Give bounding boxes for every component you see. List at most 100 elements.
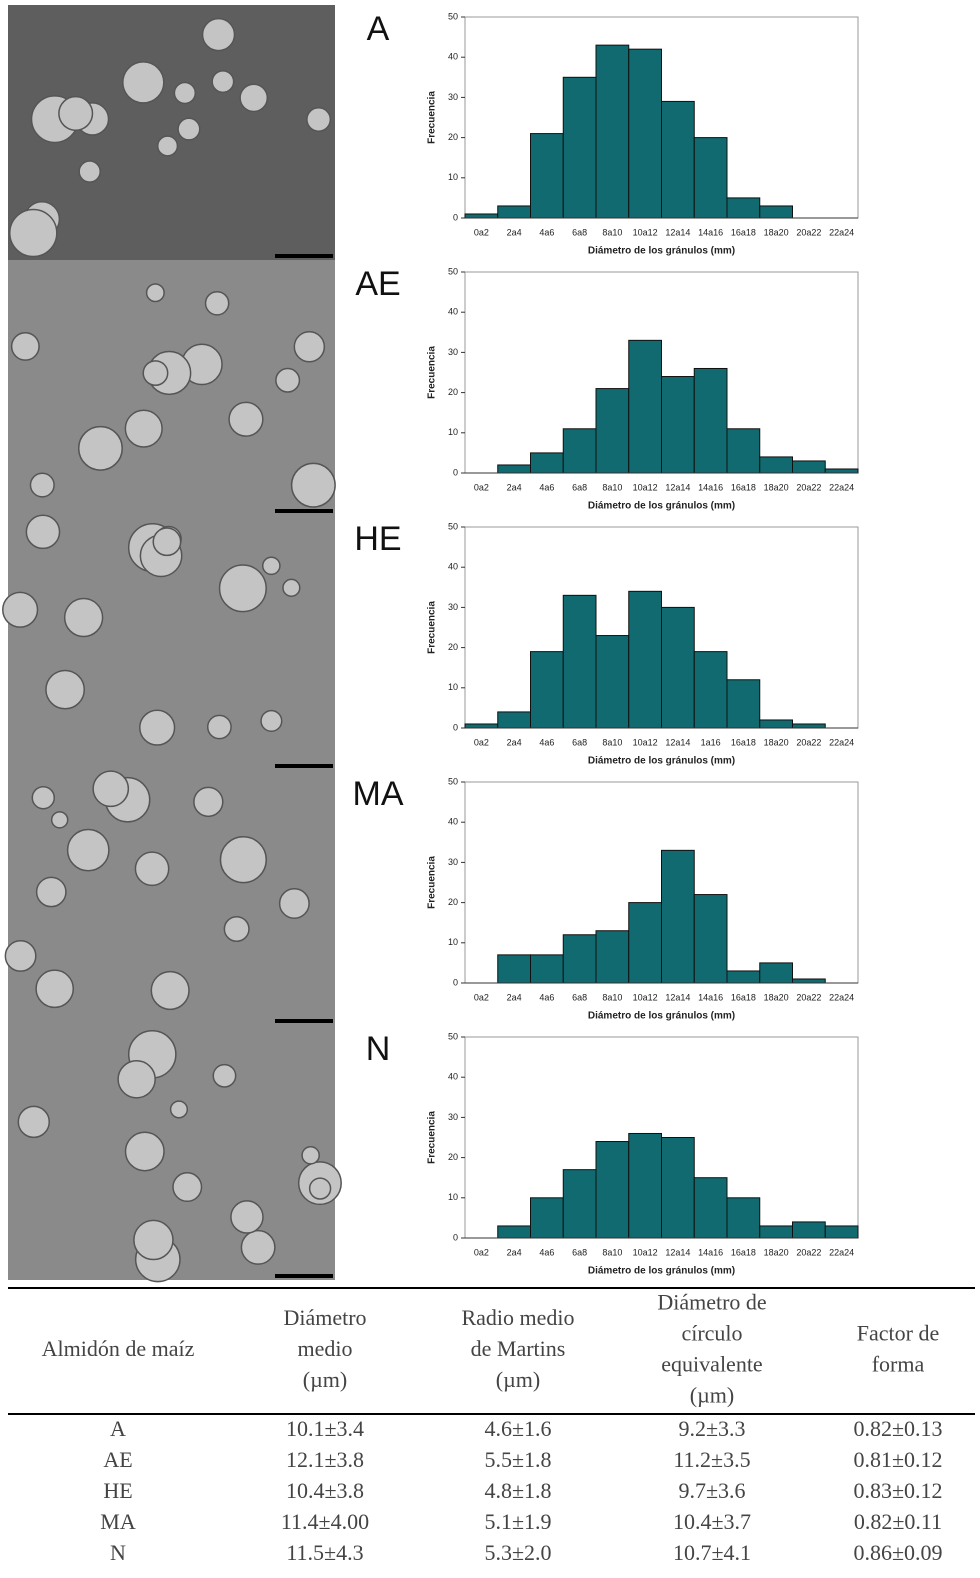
- x-tick-label: 6a8: [572, 482, 587, 492]
- bar: [726, 197, 761, 219]
- granule: [9, 208, 58, 258]
- table-cell: 11.4±4.00: [281, 1509, 369, 1534]
- granule: [278, 887, 310, 919]
- x-tick-label: 10a12: [633, 737, 658, 747]
- table-cell: 0.82±0.11: [854, 1509, 942, 1534]
- granule: [306, 107, 332, 132]
- table-cell: 9.7±3.6: [678, 1478, 745, 1503]
- granule: [77, 425, 123, 471]
- granule: [150, 970, 190, 1011]
- table-cell: 5.1±1.9: [484, 1509, 551, 1534]
- bar: [792, 978, 826, 984]
- x-tick-label: 16a18: [731, 737, 756, 747]
- panel-label: AE: [355, 265, 400, 303]
- x-tick-label: 10a12: [633, 227, 658, 237]
- table-cell: AE: [103, 1447, 132, 1472]
- y-tick-label: 0: [453, 467, 458, 477]
- table-cell: 4.6±1.6: [484, 1416, 551, 1441]
- scale-bar: [275, 1274, 333, 1278]
- granule: [152, 527, 182, 557]
- granule: [2, 591, 39, 628]
- bar: [562, 76, 597, 219]
- granule: [282, 578, 301, 597]
- x-tick-label: 0a2: [474, 227, 489, 237]
- bar: [628, 48, 662, 219]
- bar: [530, 133, 564, 219]
- y-tick-label: 50: [448, 1031, 458, 1041]
- x-tick-label: 20a22: [796, 737, 821, 747]
- x-tick-label: 22a24: [829, 737, 854, 747]
- bar: [693, 367, 728, 474]
- table-cell: 4.8±1.8: [484, 1478, 551, 1503]
- bar: [595, 44, 630, 219]
- x-tick-label: 14a16: [698, 227, 723, 237]
- x-tick-label: 8a10: [602, 1247, 622, 1257]
- header-cell: medio: [298, 1336, 353, 1361]
- granule: [117, 1060, 156, 1099]
- granule: [25, 514, 61, 550]
- header-cell: Almidón de maíz: [42, 1336, 195, 1361]
- bar: [726, 970, 761, 984]
- bar: [628, 1132, 662, 1239]
- granule: [124, 409, 163, 448]
- x-tick-label: 18a20: [764, 1247, 789, 1257]
- x-tick-label: 6a8: [572, 227, 587, 237]
- bar: [693, 894, 728, 984]
- bar: [661, 100, 695, 219]
- x-tick-label: 4a6: [539, 1247, 554, 1257]
- table-cell: HE: [103, 1478, 132, 1503]
- scale-bar: [275, 1019, 333, 1023]
- bar: [759, 962, 793, 984]
- x-tick-label: 10a12: [633, 482, 658, 492]
- bar: [530, 452, 564, 474]
- x-tick-label: 16a18: [731, 482, 756, 492]
- x-tick-label: 2a4: [507, 737, 522, 747]
- granule: [169, 1100, 189, 1119]
- bar: [595, 388, 630, 474]
- bar: [792, 460, 826, 474]
- y-tick-label: 50: [448, 776, 458, 786]
- granule: [293, 330, 326, 363]
- x-tick-label: 12a14: [665, 227, 690, 237]
- x-tick-label: 4a6: [539, 227, 554, 237]
- granule: [301, 1146, 320, 1165]
- granule: [78, 160, 101, 183]
- x-tick-label: 18a20: [764, 737, 789, 747]
- granule: [211, 70, 235, 94]
- y-tick-label: 20: [448, 132, 458, 142]
- header-cell: Radio medio: [461, 1305, 574, 1330]
- granule: [204, 290, 230, 316]
- x-tick-label: 2a4: [507, 482, 522, 492]
- bar: [464, 723, 499, 729]
- y-tick-label: 30: [448, 1112, 458, 1122]
- x-axis-label: Diámetro de los gránulos (mm): [588, 756, 735, 767]
- y-tick-label: 40: [448, 817, 458, 827]
- y-tick-label: 0: [453, 1232, 458, 1242]
- x-tick-label: 14a16: [698, 992, 723, 1002]
- x-tick-label: 20a22: [796, 482, 821, 492]
- header-cell: forma: [872, 1352, 925, 1377]
- x-tick-label: 16a18: [731, 1247, 756, 1257]
- granule: [10, 331, 40, 361]
- header-cell: (µm): [496, 1367, 540, 1392]
- x-tick-label: 4a6: [539, 737, 554, 747]
- granule: [230, 1200, 264, 1234]
- granule: [145, 283, 165, 303]
- bar: [595, 1141, 630, 1239]
- x-tick-label: 12a14: [665, 737, 690, 747]
- bar: [759, 205, 793, 219]
- bar: [693, 1177, 728, 1239]
- panel-label: N: [366, 1030, 391, 1068]
- bar: [792, 1221, 826, 1239]
- bar: [661, 376, 695, 474]
- x-tick-label: 4a6: [539, 482, 554, 492]
- x-tick-label: 0a2: [474, 992, 489, 1002]
- granule: [275, 367, 301, 393]
- granule: [228, 401, 264, 437]
- y-tick-label: 30: [448, 602, 458, 612]
- y-axis-label: Frecuencia: [427, 601, 438, 654]
- x-tick-label: 6a8: [572, 737, 587, 747]
- granule: [173, 81, 197, 105]
- y-tick-label: 0: [453, 212, 458, 222]
- granule: [122, 61, 165, 104]
